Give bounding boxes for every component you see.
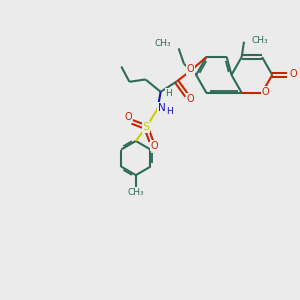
Text: CH₃: CH₃ xyxy=(155,39,171,48)
Text: CH₃: CH₃ xyxy=(128,188,144,197)
Text: CH₃: CH₃ xyxy=(251,36,268,45)
Text: O: O xyxy=(150,141,158,151)
Text: H: H xyxy=(165,89,172,98)
Text: O: O xyxy=(125,112,132,122)
Text: S: S xyxy=(142,122,150,132)
Text: O: O xyxy=(187,64,194,74)
Text: O: O xyxy=(187,94,194,104)
Text: H: H xyxy=(166,107,173,116)
Text: N: N xyxy=(158,103,166,113)
Text: O: O xyxy=(290,69,297,79)
Text: O: O xyxy=(262,87,269,97)
